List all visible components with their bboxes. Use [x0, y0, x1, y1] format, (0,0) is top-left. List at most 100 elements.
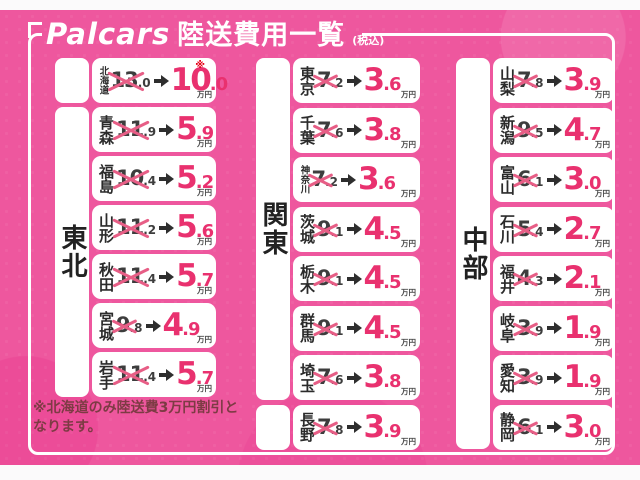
strikethrough-cross-icon: [314, 219, 337, 239]
new-price: 5.9: [176, 114, 214, 145]
new-price-dec: .7: [583, 123, 601, 145]
unit-label: 万円: [595, 139, 610, 149]
unit-label: 万円: [401, 90, 416, 99]
price-row-ibaraki: 茨城 9.1 4.5 万円: [293, 206, 420, 252]
new-price: 3.6: [364, 65, 402, 96]
new-price-int: 10: [170, 62, 212, 98]
unit-label: 万円: [401, 238, 416, 248]
old-price: 11.4: [116, 364, 156, 385]
hokkaido-spacer-strip: [55, 58, 89, 103]
kanto-label-strip: 関東: [256, 58, 290, 450]
price-row-yamagata: 山形 11.2 5.6 万円: [92, 205, 216, 250]
unit-label: 万円: [401, 436, 416, 446]
price-row-tokyo: 東京 7.2 3.6 万円: [293, 58, 420, 103]
new-price: 5.7: [176, 258, 214, 294]
strikethrough-cross-icon: [113, 266, 149, 286]
new-price-dec: .9: [583, 74, 601, 95]
unit-label: 万円: [197, 286, 212, 295]
new-price-int: 3: [563, 408, 586, 445]
unit-label: 万円: [595, 238, 610, 248]
strikethrough-cross-icon: [309, 169, 332, 189]
strikethrough-cross-icon: [108, 70, 144, 90]
region-label-text: 中部: [458, 225, 488, 282]
arrow-icon: [159, 221, 175, 234]
old-price: 7.8: [317, 416, 344, 438]
new-price: 3.9: [364, 411, 402, 443]
prefecture-name: 宮城: [97, 310, 115, 341]
old-price: 10.4: [116, 168, 156, 189]
arrow-icon: [145, 319, 161, 332]
price-row-tochigi: 栃木 9.1 4.5 万円: [293, 256, 420, 301]
prefecture-name: 福井: [498, 263, 516, 294]
unit-label: 万円: [595, 387, 610, 396]
new-price-int: 5: [176, 356, 198, 392]
prefecture-name: 新潟: [498, 115, 516, 145]
frame-title-gap: [42, 31, 362, 40]
new-price-dec: .7: [583, 222, 601, 244]
footnote-line1: ※北海道のみ陸送費3万円割引と: [33, 400, 239, 416]
new-price: 5.2: [176, 163, 214, 194]
arrow-icon: [346, 371, 362, 384]
strikethrough-cross-icon: [514, 318, 537, 338]
old-price: 13.0: [111, 70, 151, 91]
unit-label: 万円: [197, 237, 212, 246]
new-price-dec: .5: [383, 272, 401, 293]
price-row-iwate: 岩手 11.4 5.7 万円: [92, 352, 216, 397]
new-price-dec: .9: [583, 321, 601, 343]
new-price-int: 3: [363, 359, 386, 395]
new-price: 3.0: [563, 408, 602, 445]
new-price: 4.9: [163, 310, 201, 341]
price-row-gunma: 群馬 9.1 4.5 万円: [293, 305, 420, 351]
old-price: 5.4: [517, 218, 544, 240]
prefecture-name: 埼玉: [298, 362, 316, 393]
nagano-spacer-strip: [256, 404, 290, 450]
prefecture-name: 青森: [97, 114, 115, 145]
new-price-int: 2: [563, 260, 586, 296]
price-row-saitama: 埼玉 7.6 3.8 万円: [293, 355, 420, 400]
new-price-dec: .0: [583, 173, 601, 194]
strikethrough-cross-icon: [514, 169, 537, 189]
new-price-dec: .5: [383, 321, 401, 343]
prefecture-name: 石川: [498, 214, 516, 244]
old-price: 3.9: [517, 367, 544, 388]
unit-label: 万円: [197, 139, 212, 148]
new-price-dec: .6: [195, 221, 214, 242]
arrow-icon: [546, 322, 562, 334]
new-price: 5.7: [176, 356, 214, 392]
arrow-icon: [546, 371, 562, 384]
prefecture-name: 岩手: [97, 359, 115, 390]
chubu-label-strip: 中部: [456, 58, 490, 449]
new-price: 4.7: [564, 114, 602, 146]
new-price: 5.6: [176, 212, 214, 243]
new-price-dec: .6: [377, 173, 396, 194]
unit-label: 万円: [401, 139, 416, 149]
strikethrough-cross-icon: [314, 318, 337, 338]
prefecture-name: 群馬: [298, 313, 316, 343]
price-row-aomori: 青森 11.9 5.9 万円: [92, 107, 216, 152]
strikethrough-cross-icon: [514, 367, 537, 387]
new-price: 2.1: [563, 260, 602, 296]
prefecture-name: 北海道: [97, 66, 109, 95]
price-row-aichi: 愛知 3.9 1.9 万円: [493, 355, 614, 400]
new-price-int: 5: [176, 258, 198, 294]
arrow-icon: [159, 123, 175, 136]
arrow-icon: [159, 368, 175, 381]
unit-label: 万円: [197, 384, 212, 393]
old-price: 6.1: [517, 169, 544, 190]
arrow-icon: [346, 272, 362, 285]
arrow-icon: [346, 421, 362, 433]
unit-label: 万円: [401, 189, 416, 198]
price-row-gifu: 岐阜 3.9 1.9 万円: [493, 305, 614, 351]
old-price: 9.1: [314, 317, 344, 339]
new-price-int: 4: [363, 210, 386, 247]
new-price-dec: .9: [195, 123, 214, 144]
prefecture-name: 山梨: [498, 65, 516, 96]
new-price-dec: .9: [182, 319, 200, 340]
new-price: 4.5: [363, 260, 402, 296]
price-row-chiba: 千葉 7.6 3.8 万円: [293, 107, 420, 153]
old-price: 9.1: [314, 218, 344, 240]
arrow-icon: [546, 173, 562, 186]
new-price-int: 4: [363, 260, 386, 296]
price-row-hokkaido: 北海道 13.0 10.0 ※ 万円: [92, 58, 228, 103]
price-row-fukui: 福井 4.3 2.1 万円: [493, 256, 614, 301]
